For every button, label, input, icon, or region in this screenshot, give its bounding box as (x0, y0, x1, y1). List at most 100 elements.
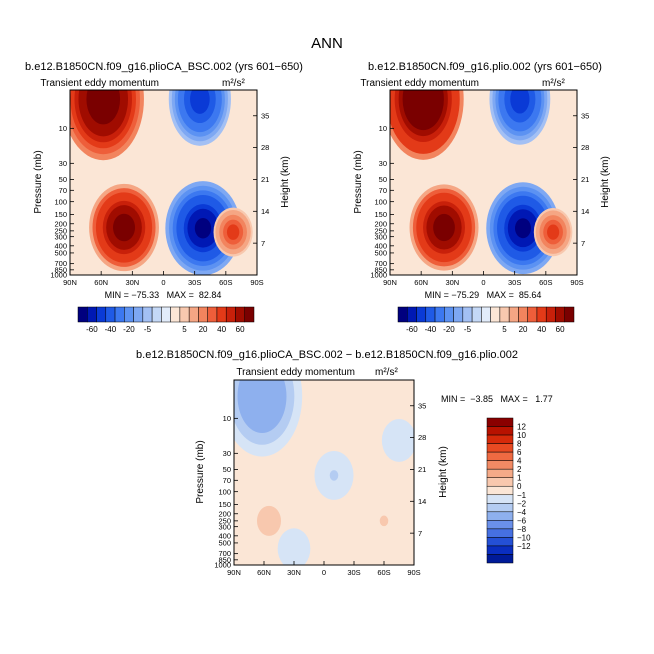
colorbar-diff-swatch (486, 520, 514, 530)
y-tick-label: 1000 (214, 561, 231, 570)
contour-feature-1-level-8 (436, 218, 452, 237)
y-tick-label: 150 (374, 210, 387, 219)
panel-right-ylabel: Pressure (mb) (353, 150, 364, 213)
colorbar-swatch (87, 306, 97, 323)
colorbar-diff-label: 4 (517, 457, 522, 466)
panel-right-ylabel-right: Height (km) (600, 156, 611, 208)
x-tick-label: 30N (287, 568, 301, 577)
colorbar-label: 20 (199, 325, 208, 334)
colorbar-swatch (471, 306, 482, 323)
y-tick-label: 300 (218, 522, 231, 531)
y-right-tick-label: 21 (581, 175, 589, 184)
y-tick-label: 70 (223, 476, 231, 485)
colorbar-swatch (416, 306, 427, 323)
x-tick-label: 60S (377, 568, 390, 577)
colorbar-diff-swatch (486, 537, 514, 547)
y-right-tick-label: 35 (581, 111, 589, 120)
x-tick-label: 0 (161, 278, 165, 287)
colorbar-swatch (453, 306, 464, 323)
colorbar-label: 60 (556, 325, 565, 334)
y-tick-label: 400 (218, 531, 231, 540)
colorbar-label: 5 (182, 325, 187, 334)
figure-title: ANN (311, 35, 343, 52)
colorbar-label: -60 (86, 325, 98, 334)
y-right-tick-label: 14 (261, 207, 269, 216)
colorbar-diff-label: 2 (517, 465, 522, 474)
panel-right-axes: 90N 60N 30N 0 30S 60S 90S103050701001502002503… (370, 111, 589, 287)
panel-diff-field (234, 380, 414, 565)
colorbar-left: -60 -40 -20 -5 5 20 40 60 (77, 306, 255, 334)
y-tick-label: 10 (379, 124, 387, 133)
colorbar-swatch (518, 306, 528, 323)
y-tick-label: 70 (379, 186, 387, 195)
y-tick-label: 50 (59, 175, 67, 184)
colorbar-swatch (444, 306, 454, 323)
colorbar-swatch (96, 306, 107, 323)
panel-left: b.e12.B1850CN.f09_g16.plioCA_BSC.002 (yr… (25, 61, 303, 300)
colorbar-label: 20 (519, 325, 528, 334)
panel-left-subtitle: Transient eddy momentum (40, 78, 159, 89)
panel-right-subtitle: Transient eddy momentum (360, 78, 479, 89)
colorbar-diff-label: −1 (517, 491, 527, 500)
colorbar-label: 60 (236, 325, 245, 334)
colorbar-diff-swatch (486, 426, 514, 436)
x-tick-label: 30S (188, 278, 201, 287)
x-tick-label: 90S (250, 278, 263, 287)
colorbar-label: -5 (464, 325, 472, 334)
panel-left-field (70, 90, 257, 275)
y-tick-label: 100 (374, 197, 387, 206)
colorbar-label: 40 (217, 325, 226, 334)
colorbar-diff-label: −8 (517, 525, 527, 534)
colorbar-label: -20 (123, 325, 135, 334)
y-tick-label: 30 (223, 449, 231, 458)
panel-left-stats: MIN = −75.33 MAX = 82.84 (105, 290, 222, 300)
colorbar-swatch (397, 306, 408, 323)
y-tick-label: 700 (218, 549, 231, 558)
y-right-tick-label: 21 (418, 465, 426, 474)
colorbar-diff-label: −12 (517, 542, 531, 551)
colorbar-diff-label: −10 (517, 533, 531, 542)
x-tick-label: 30S (347, 568, 360, 577)
y-tick-label: 50 (223, 465, 231, 474)
contour-feature-1-level-8 (263, 514, 275, 528)
colorbar-swatch (105, 306, 116, 323)
y-tick-label: 100 (54, 197, 67, 206)
panel-left-units: m²/s² (222, 78, 245, 89)
colorbar-diff-swatch (486, 485, 514, 496)
y-tick-label: 100 (218, 487, 231, 496)
contour-feature-3-level-8 (514, 218, 531, 239)
colorbar-diff-swatch (486, 460, 514, 470)
colorbar-diff-swatch (486, 443, 514, 453)
colorbar-swatch (216, 306, 227, 323)
y-tick-label: 850 (218, 555, 231, 564)
colorbar-swatch (545, 306, 556, 323)
y-tick-label: 500 (218, 539, 231, 548)
y-tick-label: 30 (59, 159, 67, 168)
colorbar-label: -40 (425, 325, 437, 334)
colorbar-swatch (133, 306, 144, 323)
y-tick-label: 400 (374, 241, 387, 250)
contour-feature-4-level-8 (228, 226, 238, 238)
y-right-tick-label: 28 (581, 143, 589, 152)
colorbar-diff-label: 0 (517, 482, 522, 491)
panel-right-title: b.e12.B1850CN.f09_g16.plio.002 (yrs 601−… (368, 61, 602, 73)
contour-feature-0-level-8 (94, 90, 113, 113)
colorbar-swatch (434, 306, 445, 323)
colorbar-diff-swatch (486, 468, 514, 478)
colorbar-diff-swatch (486, 554, 514, 564)
y-tick-label: 250 (218, 516, 231, 525)
y-right-tick-label: 7 (581, 239, 585, 248)
contour-feature-2-level-8 (513, 90, 527, 110)
colorbar-diff-label: 10 (517, 431, 526, 440)
colorbar-swatch (188, 306, 199, 323)
contour-feature-2-level-8 (193, 90, 207, 110)
colorbar-swatch (462, 306, 473, 323)
colorbar-swatch (425, 306, 436, 323)
y-tick-label: 1000 (50, 271, 67, 280)
y-tick-label: 200 (218, 509, 231, 518)
y-right-tick-label: 35 (261, 111, 269, 120)
x-tick-label: 0 (481, 278, 485, 287)
colorbar-swatch (77, 306, 88, 323)
